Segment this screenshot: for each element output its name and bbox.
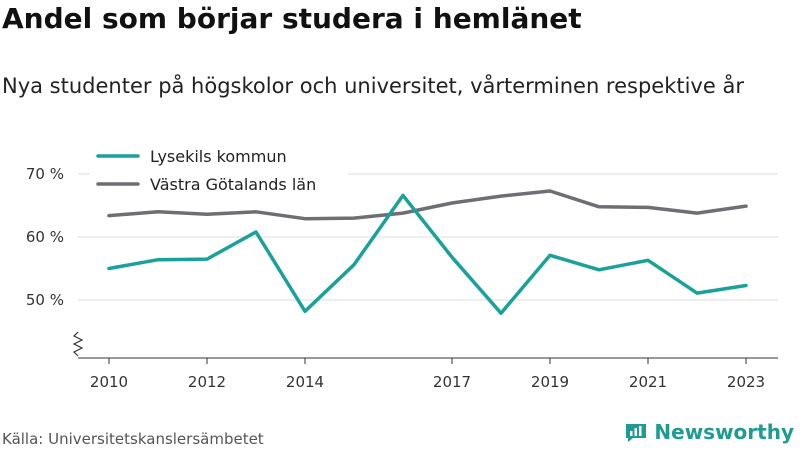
x-tick-label: 2012 xyxy=(188,373,226,391)
legend-label: Lysekils kommun xyxy=(150,147,287,166)
legend-background xyxy=(90,142,348,200)
series-line-lysekils-kommun xyxy=(107,193,748,315)
series-line-v-stra-g-talands-l-n xyxy=(107,189,748,221)
x-tick-label: 2023 xyxy=(727,373,765,391)
x-tick-label: 2021 xyxy=(629,373,667,391)
axis-break-icon xyxy=(72,331,84,357)
x-tick-label: 2010 xyxy=(90,373,128,391)
legend: Lysekils kommun Västra Götalands län xyxy=(90,142,348,200)
x-tick-label: 2014 xyxy=(286,373,324,391)
newsworthy-logo-icon xyxy=(626,424,647,442)
x-tick-label: 2017 xyxy=(433,373,471,391)
axes xyxy=(72,331,778,364)
y-tick-label: 60 % xyxy=(26,228,64,246)
y-tick-label: 70 % xyxy=(26,165,64,183)
chart-title: Andel som börjar studera i hemlänet xyxy=(2,2,582,35)
source-note: Källa: Universitetskanslersämbetet xyxy=(2,430,264,448)
x-tick-label: 2019 xyxy=(531,373,569,391)
brand-logo[interactable]: Newsworthy xyxy=(624,420,794,444)
y-tick-label: 50 % xyxy=(26,291,64,309)
chart-subtitle: Nya studenter på högskolor och universit… xyxy=(2,74,744,98)
legend-label: Västra Götalands län xyxy=(150,175,316,194)
brand-name: Newsworthy xyxy=(654,420,794,444)
series-lines xyxy=(107,189,748,315)
y-axis-labels: 50 % 60 % 70 % xyxy=(26,165,64,309)
x-axis-labels: 2010 2012 2014 2017 2019 2021 2023 xyxy=(90,373,765,391)
